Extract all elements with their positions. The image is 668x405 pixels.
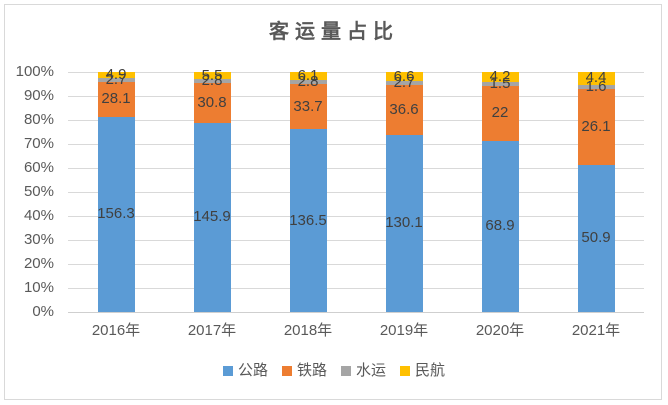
y-axis-tick-label: 60%	[23, 159, 54, 176]
bar-segment-民航-2018年	[289, 72, 327, 81]
data-label: 22	[491, 104, 509, 122]
gridline	[68, 264, 644, 265]
y-axis-tick-label: 20%	[23, 255, 54, 272]
data-label: 156.3	[97, 205, 135, 223]
data-label: 36.6	[389, 100, 419, 118]
bar-segment-水运-2020年	[481, 82, 519, 87]
bar-segment-公路-2016年	[97, 116, 135, 312]
x-axis-category-label: 2021年	[571, 322, 621, 339]
legend: 公路 铁路 水运 民航	[0, 361, 668, 381]
data-label: 30.8	[197, 93, 227, 111]
data-label: 28.1	[101, 90, 131, 108]
data-label: 1.5	[489, 75, 511, 93]
legend-label: 公路	[237, 362, 268, 379]
data-label: 2.8	[297, 73, 319, 91]
data-label: 2.8	[201, 71, 223, 89]
x-axis-category-label: 2018年	[283, 322, 333, 339]
x-axis-category-label: 2020年	[475, 322, 525, 339]
x-axis-category-label: 2016年	[91, 322, 141, 339]
legend-swatch	[341, 366, 351, 376]
gridline	[68, 120, 644, 121]
y-axis-tick-label: 30%	[23, 231, 54, 248]
y-axis-tick-label: 50%	[23, 183, 54, 200]
gridline	[68, 96, 644, 97]
legend-item-公路: 公路	[222, 362, 268, 379]
data-label: 130.1	[385, 214, 423, 232]
bar-segment-铁路-2021年	[577, 89, 615, 165]
bar-segment-铁路-2020年	[481, 86, 519, 141]
data-label: 136.5	[289, 211, 327, 229]
bar-segment-公路-2017年	[193, 122, 231, 312]
bar-segment-水运-2016年	[97, 78, 135, 82]
bar-segment-水运-2021年	[577, 84, 615, 90]
bar-segment-公路-2019年	[385, 134, 423, 312]
legend-swatch	[222, 366, 233, 376]
y-axis-tick-label: 70%	[23, 135, 54, 152]
bar-segment-民航-2020年	[481, 72, 519, 83]
bar-segment-民航-2017年	[193, 72, 231, 80]
chart-title: 客运量占比	[269, 21, 399, 43]
x-axis-line	[68, 312, 644, 313]
bar-segment-民航-2019年	[385, 72, 423, 81]
data-label: 33.7	[293, 97, 323, 115]
y-axis-tick-label: 0%	[32, 303, 54, 320]
bar-segment-铁路-2017年	[193, 82, 231, 123]
bar-segment-水运-2019年	[385, 81, 423, 85]
x-axis-category-label: 2019年	[379, 322, 429, 339]
gridline	[68, 216, 644, 217]
bar-segment-公路-2021年	[577, 164, 615, 312]
y-axis-tick-label: 90%	[23, 87, 54, 104]
data-label: 26.1	[581, 118, 611, 136]
legend-swatch	[281, 366, 292, 376]
y-axis-tick-label: 100%	[15, 63, 54, 80]
bar-segment-公路-2020年	[481, 140, 519, 312]
gridline	[68, 144, 644, 145]
bar-segment-水运-2018年	[289, 80, 327, 84]
data-label: 4.4	[585, 69, 607, 87]
data-label: 2.7	[393, 73, 415, 91]
legend-label: 铁路	[296, 362, 327, 379]
bar-segment-民航-2021年	[577, 72, 615, 85]
gridline	[68, 240, 644, 241]
legend-item-民航: 民航	[400, 363, 445, 379]
data-label: 6.6	[393, 67, 415, 85]
data-label: 6.1	[297, 67, 319, 85]
data-label: 50.9	[581, 229, 611, 247]
data-label: 5.5	[201, 66, 223, 84]
bar-segment-民航-2016年	[97, 72, 135, 79]
gridline	[68, 288, 644, 289]
data-label: 4.2	[489, 68, 511, 86]
gridline	[68, 168, 644, 169]
bar-segment-铁路-2018年	[289, 83, 327, 130]
x-axis-category-label: 2017年	[187, 322, 237, 339]
legend-label: 民航	[415, 362, 446, 379]
gridline	[68, 72, 644, 73]
y-axis-tick-label: 40%	[23, 207, 54, 224]
data-label: 145.9	[193, 208, 231, 226]
legend-label: 水运	[356, 362, 387, 379]
y-axis-tick-label: 80%	[23, 111, 54, 128]
bar-segment-铁路-2016年	[97, 81, 135, 117]
legend-item-铁路: 铁路	[281, 362, 327, 379]
bar-segment-公路-2018年	[289, 129, 327, 312]
data-label: 1.6	[585, 78, 607, 96]
data-label: 68.9	[485, 217, 515, 235]
data-label: 4.9	[105, 66, 127, 84]
legend-item-水运: 水运	[341, 363, 386, 379]
y-axis-tick-label: 10%	[23, 279, 54, 296]
legend-swatch	[400, 366, 411, 376]
bar-segment-水运-2017年	[193, 79, 231, 83]
data-label: 2.7	[105, 70, 127, 88]
gridline	[68, 192, 644, 193]
bar-segment-铁路-2019年	[385, 84, 423, 135]
